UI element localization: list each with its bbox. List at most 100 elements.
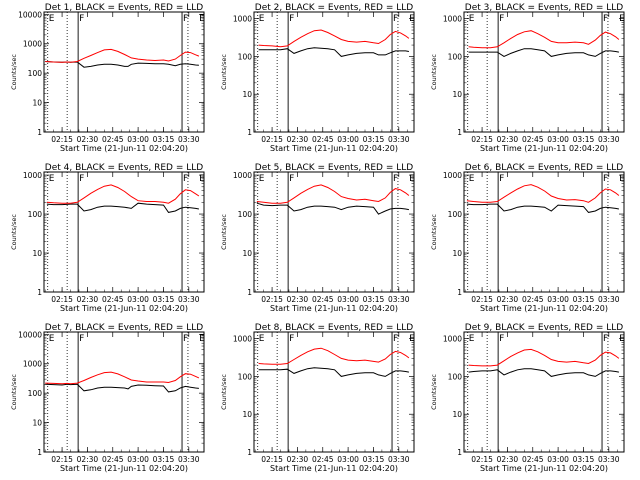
x-tick-label: 02:15 xyxy=(471,135,493,144)
x-axis-label: Start Time (21-Jun-11 02:04:20) xyxy=(270,304,398,313)
detector-panel: Det 8, BLACK = Events, RED = LLD 1 10 100 10… xyxy=(220,323,415,473)
marker-label: E xyxy=(469,174,475,184)
marker-label: F xyxy=(183,14,188,24)
marker-label: E xyxy=(199,14,205,24)
x-tick-label: 03:00 xyxy=(127,295,149,304)
marker-label: E xyxy=(619,14,625,24)
y-axis-label: Counts/sec xyxy=(430,214,438,250)
y-tick-label: 100 xyxy=(448,372,463,381)
x-axis-label: Start Time (21-Jun-11 02:04:20) xyxy=(270,464,398,473)
marker-label: F xyxy=(289,174,294,184)
marker-label: F xyxy=(603,174,608,184)
detector-panel: Det 5, BLACK = Events, RED = LLD 1 10 100 10… xyxy=(220,163,415,313)
y-tick-label: 1 xyxy=(37,448,42,457)
y-tick-label: 100 xyxy=(238,372,253,381)
x-tick-label: 02:15 xyxy=(51,455,73,464)
y-tick-label: 10000 xyxy=(18,330,42,339)
marker-label: F xyxy=(393,14,398,24)
plot-frame xyxy=(253,171,415,293)
events-line xyxy=(256,202,409,215)
x-axis-label: Start Time (21-Jun-11 02:04:20) xyxy=(480,304,608,313)
y-axis-label: Counts/sec xyxy=(10,214,18,250)
y-tick-label: 1 xyxy=(457,128,462,137)
marker-label: E xyxy=(469,14,475,24)
plot-frame xyxy=(253,331,415,453)
x-axis-label: Start Time (21-Jun-11 02:04:20) xyxy=(60,464,188,473)
x-tick-label: 03:15 xyxy=(153,455,175,464)
detector-panel: Det 2, BLACK = Events, RED = LLD 1 10 100 10… xyxy=(220,3,415,153)
marker-label: F xyxy=(393,334,398,344)
lld-line xyxy=(468,348,620,367)
marker-label: E xyxy=(49,334,55,344)
x-tick-label: 02:45 xyxy=(522,295,544,304)
x-tick-label: 02:15 xyxy=(51,295,73,304)
y-axis-label: Counts/sec xyxy=(220,374,228,410)
x-tick-label: 03:15 xyxy=(153,135,175,144)
x-tick-label: 02:30 xyxy=(77,295,99,304)
y-tick-label: 10 xyxy=(242,249,252,258)
marker-label: F xyxy=(79,14,84,24)
y-tick-label: 10 xyxy=(452,410,462,419)
marker-label: F xyxy=(603,14,608,24)
x-tick-label: 03:00 xyxy=(127,135,149,144)
events-line xyxy=(468,368,619,377)
y-tick-label: 100 xyxy=(28,69,43,78)
marker-label: F xyxy=(603,334,608,344)
panel-title: Det 4, BLACK = Events, RED = LLD xyxy=(45,163,204,173)
panel-title: Det 1, BLACK = Events, RED = LLD xyxy=(45,3,204,13)
plot-frame xyxy=(43,11,205,133)
detector-panel: Det 9, BLACK = Events, RED = LLD 1 10 100 10… xyxy=(430,323,625,473)
y-axis-label: Counts/sec xyxy=(220,214,228,250)
marker-label: F xyxy=(79,174,84,184)
x-axis-label: Start Time (21-Jun-11 02:04:20) xyxy=(60,144,188,153)
marker-label: E xyxy=(469,334,475,344)
y-tick-label: 1 xyxy=(247,128,252,137)
lld-line xyxy=(468,30,620,49)
marker-label: E xyxy=(259,14,265,24)
events-line xyxy=(45,383,199,393)
marker-label: E xyxy=(259,334,265,344)
marker-label: F xyxy=(499,14,504,24)
x-tick-label: 03:30 xyxy=(388,455,410,464)
x-tick-label: 02:45 xyxy=(522,135,544,144)
x-tick-label: 03:00 xyxy=(547,455,569,464)
events-line xyxy=(46,202,199,213)
marker-label: F xyxy=(499,334,504,344)
x-tick-label: 03:00 xyxy=(127,455,149,464)
y-tick-label: 1 xyxy=(37,288,42,297)
x-tick-label: 02:30 xyxy=(497,295,519,304)
x-tick-label: 03:00 xyxy=(547,295,569,304)
y-tick-label: 10 xyxy=(242,90,252,99)
x-tick-label: 02:45 xyxy=(102,135,124,144)
events-line xyxy=(258,47,409,57)
marker-label: E xyxy=(199,334,205,344)
y-tick-label: 1 xyxy=(457,448,462,457)
x-tick-label: 03:30 xyxy=(388,135,410,144)
detector-panel: Det 7, BLACK = Events, RED = LLD 1 10 100 10… xyxy=(10,323,205,473)
y-tick-label: 10 xyxy=(242,410,252,419)
marker-label: E xyxy=(409,14,415,24)
marker-label: E xyxy=(409,174,415,184)
y-tick-label: 10 xyxy=(32,249,42,258)
panel-title: Det 6, BLACK = Events, RED = LLD xyxy=(465,163,624,173)
x-tick-label: 02:45 xyxy=(102,295,124,304)
detector-panel: Det 4, BLACK = Events, RED = LLD 1 10 100 10… xyxy=(10,163,205,313)
x-tick-label: 02:30 xyxy=(287,455,309,464)
x-axis-label: Start Time (21-Jun-11 02:04:20) xyxy=(480,464,608,473)
y-tick-label: 10 xyxy=(452,90,462,99)
y-tick-label: 1000 xyxy=(443,15,462,24)
x-tick-label: 03:15 xyxy=(363,455,385,464)
x-tick-label: 03:30 xyxy=(598,455,620,464)
plot-frame xyxy=(43,331,205,453)
marker-label: F xyxy=(393,174,398,184)
lld-line xyxy=(46,184,200,204)
y-tick-label: 100 xyxy=(238,210,253,219)
x-tick-label: 02:15 xyxy=(471,455,493,464)
marker-label: E xyxy=(409,334,415,344)
y-tick-label: 10 xyxy=(452,249,462,258)
y-axis-label: Counts/sec xyxy=(430,374,438,410)
panel-title: Det 3, BLACK = Events, RED = LLD xyxy=(465,3,624,13)
x-tick-label: 03:15 xyxy=(363,295,385,304)
y-tick-label: 1 xyxy=(247,448,252,457)
y-axis-label: Counts/sec xyxy=(10,374,18,410)
